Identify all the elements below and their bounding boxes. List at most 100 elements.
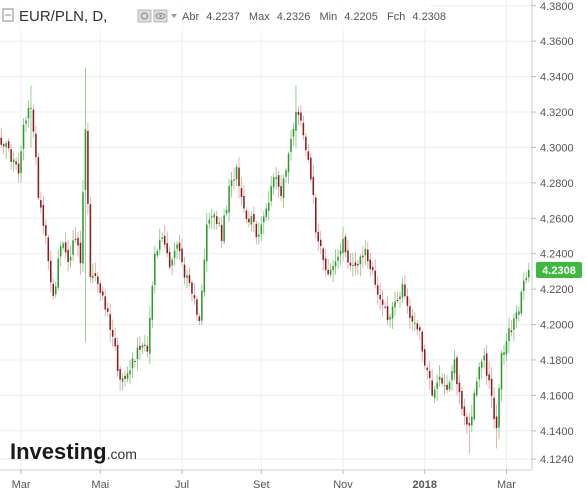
candle — [300, 105, 302, 127]
candle-body — [255, 223, 258, 238]
candle — [260, 215, 263, 242]
candle — [114, 327, 116, 352]
candle-body — [473, 392, 476, 420]
candle — [89, 196, 92, 283]
candle-body — [523, 280, 525, 292]
candle-body — [106, 308, 109, 312]
candle-body — [272, 177, 275, 188]
candle — [10, 143, 12, 170]
candle-body — [394, 301, 396, 308]
candle — [106, 302, 109, 317]
candle-body — [240, 188, 243, 198]
candle-body — [171, 259, 173, 266]
candle-body — [339, 250, 342, 255]
candle — [92, 263, 94, 283]
candle — [240, 177, 243, 206]
candle — [290, 129, 292, 161]
candle-body — [238, 167, 240, 187]
candle-body — [35, 133, 37, 158]
candle-body — [275, 177, 277, 180]
candle-body — [10, 149, 12, 162]
candle-body — [282, 178, 285, 198]
candle — [126, 366, 129, 383]
candle — [344, 233, 347, 258]
y-tick-label: 4.2000 — [540, 320, 574, 332]
candles — [0, 67, 530, 454]
candle-body — [297, 111, 300, 115]
candle — [94, 262, 97, 282]
candle — [62, 241, 64, 251]
candle — [173, 242, 176, 266]
chevron-down-icon[interactable] — [171, 14, 177, 18]
candle — [381, 289, 384, 317]
candle — [102, 286, 104, 301]
candle-body — [235, 166, 238, 180]
candle — [50, 250, 52, 293]
last-price-label: 4.2308 — [542, 265, 576, 277]
candle — [515, 305, 518, 329]
candle-body — [419, 327, 421, 331]
candle-body — [45, 225, 47, 236]
candle-body — [69, 256, 72, 261]
candle-body — [381, 299, 384, 305]
candle-body — [342, 238, 344, 254]
candle — [510, 320, 513, 337]
candle — [136, 337, 139, 371]
candle — [518, 306, 520, 322]
candle-body — [262, 216, 265, 223]
candle — [322, 246, 324, 271]
candle-body — [426, 367, 428, 370]
candle-body — [40, 200, 42, 208]
candle — [67, 240, 69, 272]
candle-body — [376, 285, 379, 295]
candle — [376, 276, 379, 305]
candle — [5, 140, 7, 159]
candle-body — [329, 269, 332, 275]
candle-body — [527, 270, 530, 278]
candle — [275, 166, 277, 190]
candle — [297, 106, 300, 126]
candle-body — [126, 373, 129, 379]
candle — [527, 262, 530, 283]
eye-visibility-icon[interactable] — [153, 9, 168, 23]
candle-body — [149, 317, 151, 354]
candle — [374, 259, 376, 288]
candle — [20, 145, 22, 183]
candle — [508, 317, 510, 353]
candle — [431, 368, 433, 398]
candle — [193, 283, 196, 305]
close-label: Fch — [387, 11, 405, 23]
candle-body — [513, 318, 515, 330]
candle-body — [280, 186, 282, 197]
candle-body — [193, 295, 196, 299]
candle-body — [384, 306, 386, 308]
candle-body — [277, 175, 280, 187]
candle — [158, 228, 161, 255]
candle — [339, 243, 342, 265]
candle — [317, 223, 320, 251]
candle — [280, 174, 282, 202]
candle-body — [285, 170, 287, 177]
candle-body — [248, 218, 250, 223]
candle — [111, 319, 114, 347]
candle — [396, 291, 399, 304]
candle — [245, 207, 248, 224]
candle — [32, 104, 35, 138]
candle — [168, 246, 171, 270]
candle — [371, 261, 374, 275]
candle-body — [483, 355, 485, 361]
candle-body — [131, 358, 134, 369]
candle-body — [436, 382, 438, 389]
candle-body — [59, 246, 62, 257]
candle — [327, 258, 329, 277]
settings-gear-icon[interactable] — [137, 9, 152, 23]
candle — [495, 404, 498, 449]
collapse-icon[interactable] — [2, 8, 14, 22]
candle — [181, 238, 183, 267]
candle-body — [307, 151, 310, 160]
candle-body — [121, 378, 124, 382]
candle — [166, 231, 168, 258]
candle-body — [0, 137, 3, 145]
candle-body — [168, 251, 171, 268]
